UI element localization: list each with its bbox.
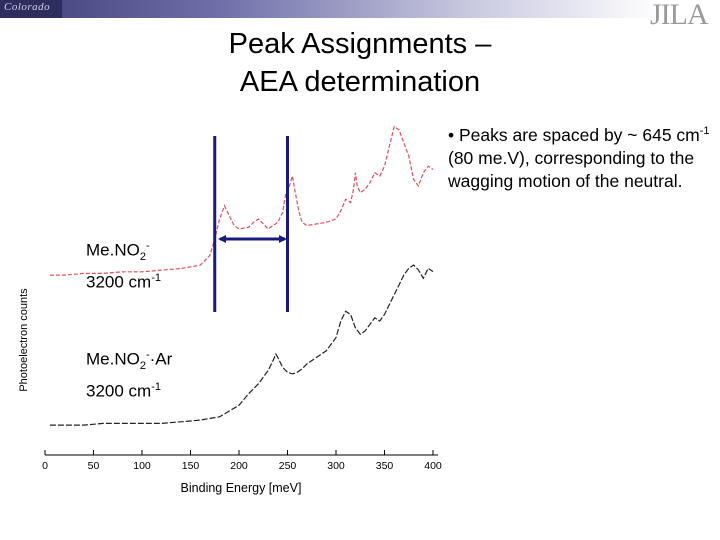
top-label-subscript: 2 bbox=[139, 251, 146, 264]
x-tick-label: 50 bbox=[88, 460, 100, 472]
top-label-species: Me.NO bbox=[86, 240, 140, 260]
x-tick-label: 150 bbox=[182, 460, 200, 472]
slide-title: Peak Assignments – AEA determination bbox=[150, 25, 570, 101]
bottom-label-subscript: 2 bbox=[139, 360, 146, 373]
bottom-label-wavenumber: 3200 cm bbox=[86, 381, 152, 401]
top-label-charge: - bbox=[145, 240, 150, 252]
x-tick-label: 400 bbox=[424, 460, 442, 472]
top-label-wavenumber: 3200 cm bbox=[86, 272, 152, 292]
top-label-unit-exponent: -1 bbox=[151, 272, 161, 285]
header-bar bbox=[0, 0, 720, 18]
slide-title-line2: AEA determination bbox=[239, 66, 481, 98]
spectrum-traces bbox=[49, 125, 434, 426]
jila-logo: JILA bbox=[650, 0, 709, 31]
bottom-label-argon: ·Ar bbox=[149, 349, 173, 369]
bottom-spectrum-label: Me.NO2-·Ar 3200 cm-1 bbox=[86, 345, 172, 402]
x-tick-label: 100 bbox=[133, 460, 151, 472]
x-tick-label: 200 bbox=[230, 460, 248, 472]
slide-title-line1: Peak Assignments – bbox=[228, 28, 492, 60]
x-axis-label: Binding Energy [meV] bbox=[181, 481, 302, 495]
bottom-label-species: Me.NO bbox=[86, 349, 140, 369]
y-axis-label: Photoelectron counts bbox=[18, 288, 30, 392]
bottom-spectrum-line bbox=[49, 264, 434, 426]
bullet-unit-exponent: -1 bbox=[699, 125, 710, 137]
university-logo: Colorado bbox=[0, 0, 62, 18]
bottom-label-charge: - bbox=[145, 349, 150, 361]
x-tick-label: 350 bbox=[376, 460, 394, 472]
bottom-label-unit-exponent: -1 bbox=[151, 381, 161, 394]
university-logo-text: Colorado bbox=[4, 1, 51, 13]
top-spectrum-line bbox=[49, 125, 434, 276]
top-spectrum-label: Me.NO2- 3200 cm-1 bbox=[86, 236, 161, 293]
bullet-text-part2: (80 me.V), corresponding to the wagging … bbox=[448, 147, 695, 191]
x-tick-label: 300 bbox=[327, 460, 345, 472]
bullet-point: • Peaks are spaced by ~ 645 cm-1 (80 me.… bbox=[448, 120, 718, 193]
bullet-text-part1: Peaks are spaced by ~ 645 cm bbox=[459, 124, 700, 145]
x-axis-ticks: 0 50 100 150 200 250 300 350 400 bbox=[42, 450, 442, 472]
peak-markers bbox=[213, 136, 289, 312]
bullet-marker: • bbox=[448, 124, 459, 145]
x-tick-label: 250 bbox=[279, 460, 297, 472]
x-tick-label: 0 bbox=[42, 460, 48, 472]
